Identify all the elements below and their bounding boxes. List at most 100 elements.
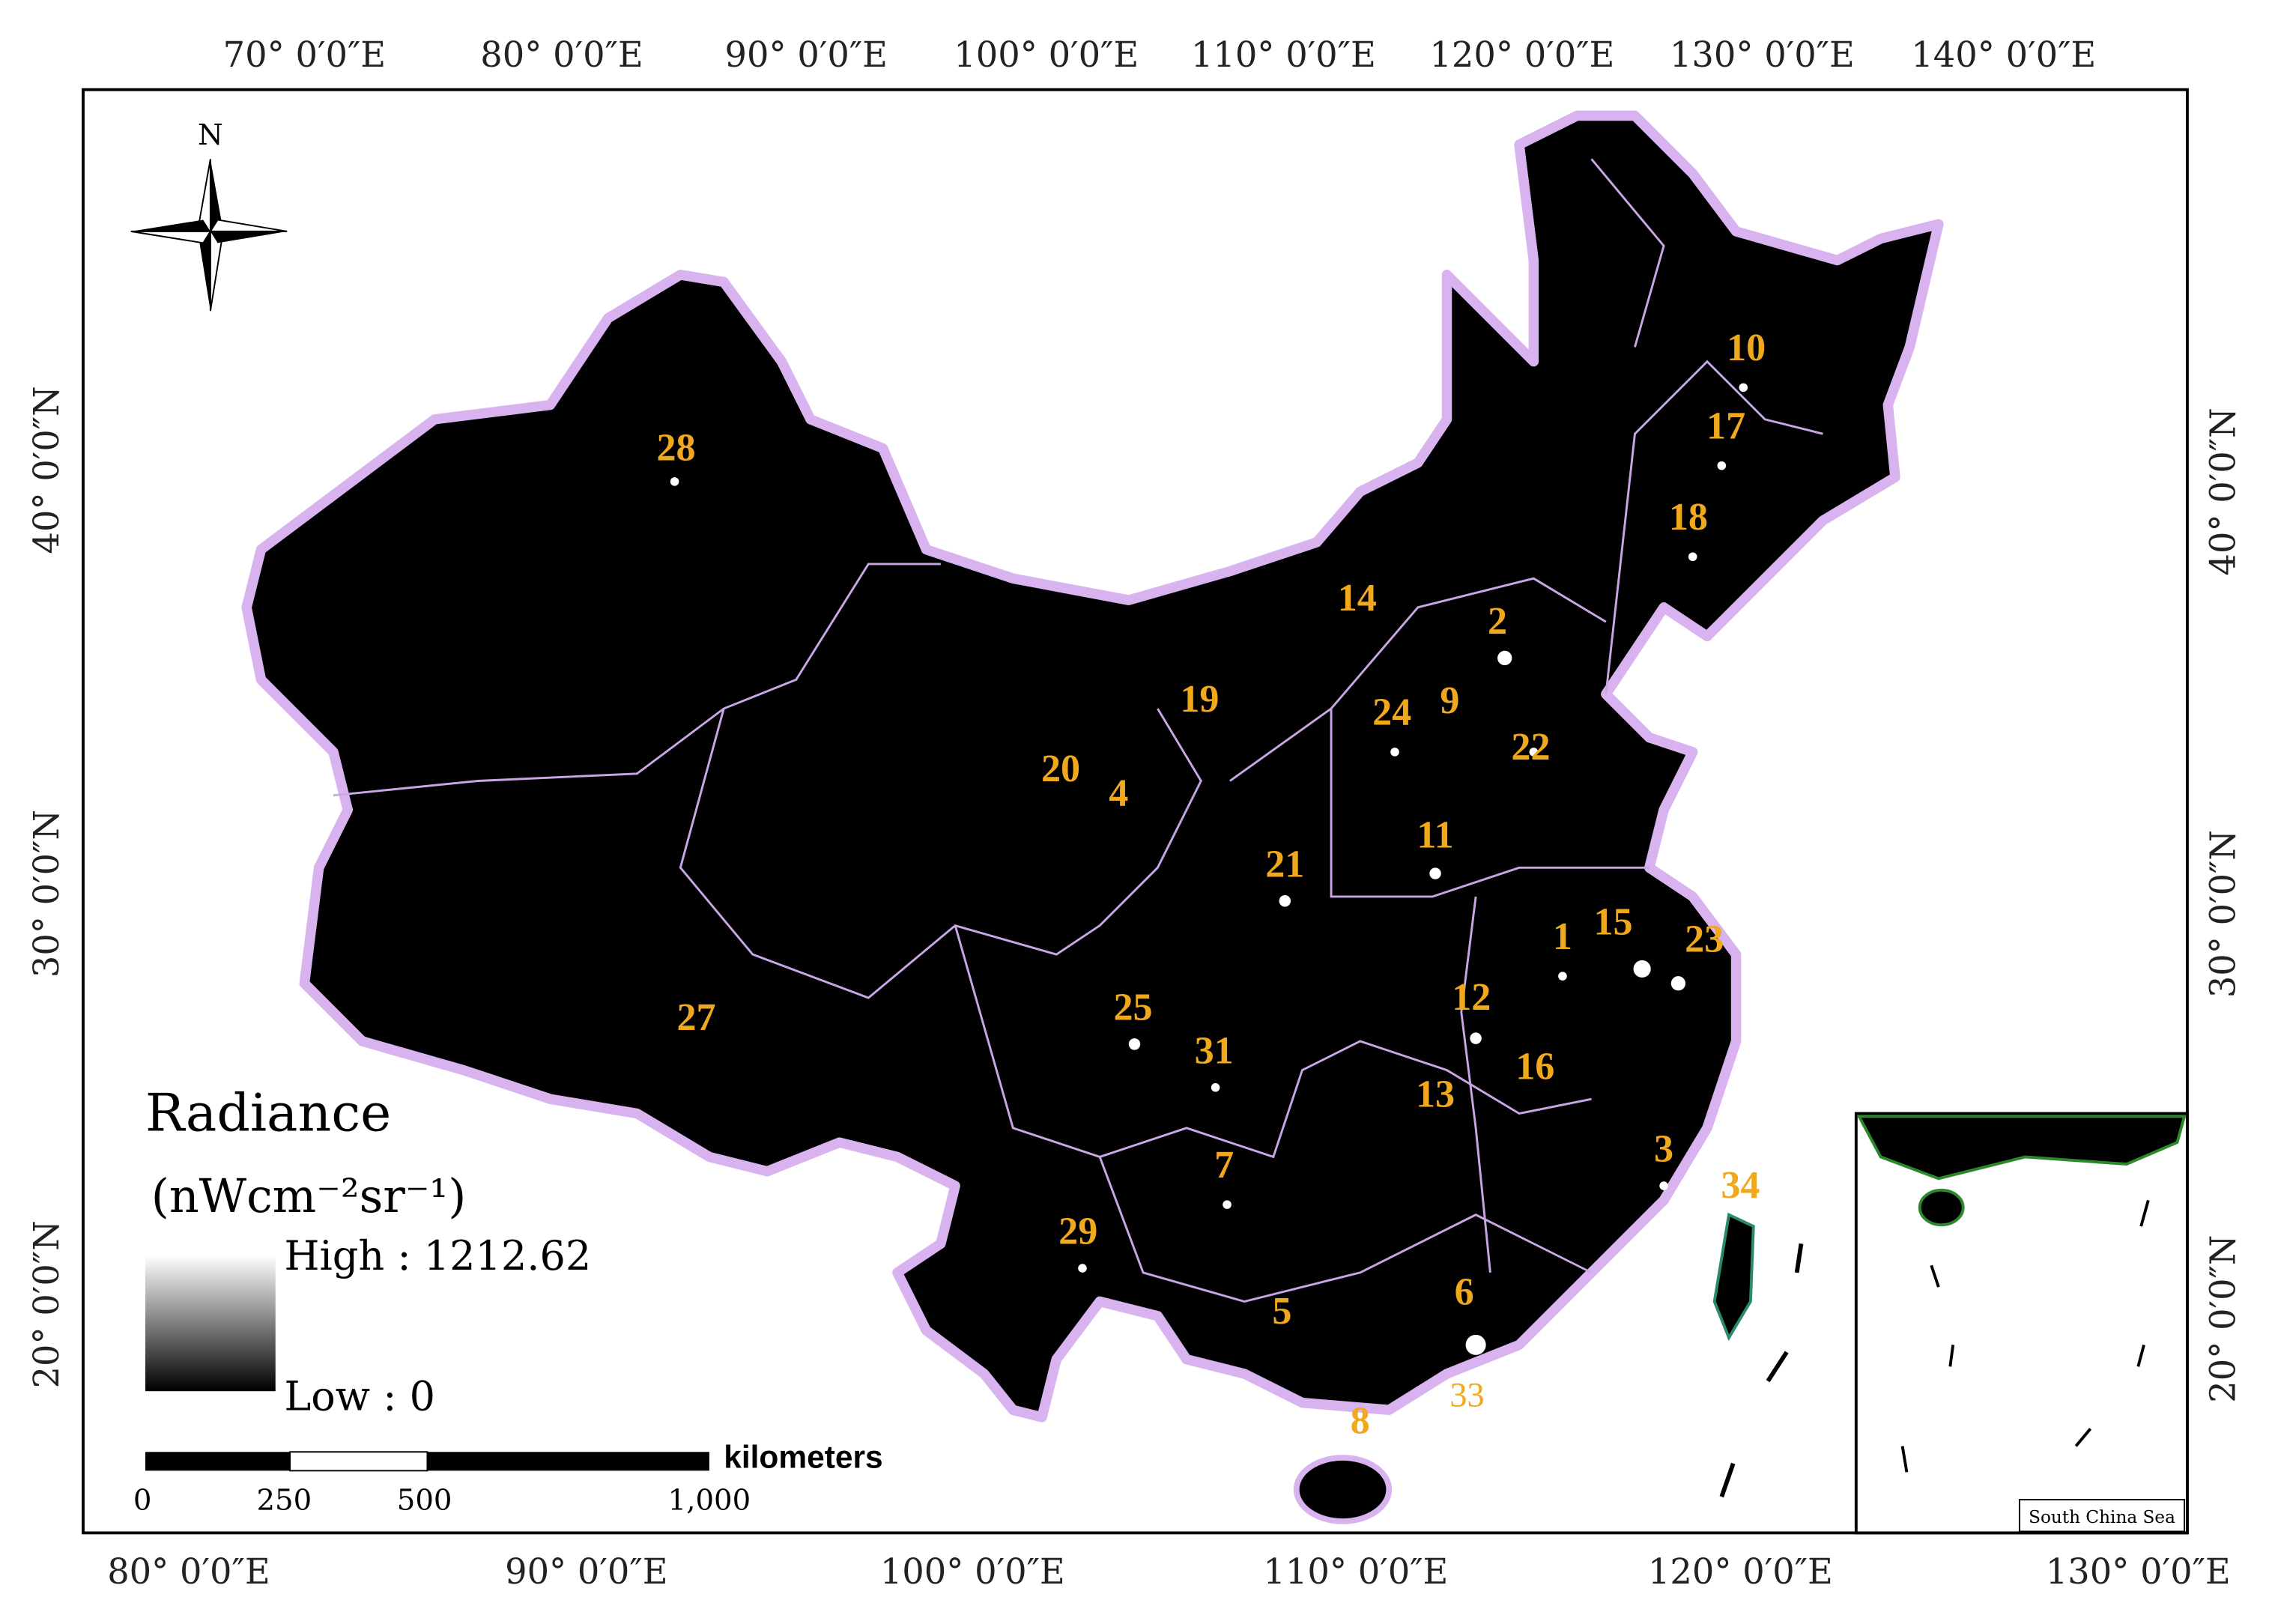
region-label: 18 bbox=[1669, 496, 1708, 539]
legend-ramp bbox=[145, 1255, 276, 1392]
scale-label: 250 bbox=[256, 1483, 312, 1517]
inset-land bbox=[1856, 1115, 2187, 1181]
region-label: 27 bbox=[676, 996, 715, 1039]
coord-label: 100° 0′0″E bbox=[954, 34, 1139, 75]
arrow-part bbox=[130, 219, 210, 231]
hainan bbox=[1293, 1455, 1393, 1524]
coord-label: 110° 0′0″E bbox=[1263, 1551, 1448, 1592]
coord-label: 130° 0′0″E bbox=[1670, 34, 1855, 75]
inset-label-box bbox=[2019, 1499, 2186, 1533]
light bbox=[1717, 461, 1727, 470]
light bbox=[1529, 748, 1539, 757]
region-label: 34 bbox=[1721, 1164, 1760, 1207]
city-lights bbox=[670, 383, 1748, 1355]
inset-dashes bbox=[1900, 1199, 2150, 1473]
light bbox=[1670, 976, 1686, 991]
dash bbox=[1900, 1446, 1909, 1473]
region-label: 10 bbox=[1727, 327, 1766, 369]
legend-low: Low : 0 bbox=[284, 1372, 435, 1420]
region-label: 4 bbox=[1109, 772, 1128, 815]
arrow-part bbox=[130, 230, 212, 244]
light bbox=[1390, 748, 1399, 757]
light bbox=[1688, 552, 1697, 562]
border bbox=[679, 708, 1202, 999]
light bbox=[1429, 867, 1441, 879]
coord-label: 70° 0′0″E bbox=[223, 34, 386, 75]
light bbox=[670, 477, 679, 486]
inset: South China Sea bbox=[1854, 1112, 2189, 1535]
coord-label: 40° 0′0″N bbox=[2203, 407, 2244, 575]
coord-label: 140° 0′0″E bbox=[1911, 34, 2096, 75]
arrow-part bbox=[210, 159, 222, 231]
light bbox=[1558, 972, 1567, 981]
coord-label: 40° 0′0″N bbox=[26, 386, 67, 554]
dash bbox=[1766, 1351, 1789, 1383]
region-label: 11 bbox=[1417, 814, 1453, 857]
inset-label: South China Sea bbox=[2029, 1508, 2175, 1527]
coord-label: 80° 0′0″E bbox=[107, 1551, 270, 1592]
dash bbox=[2136, 1344, 2145, 1367]
region-label: 2 bbox=[1488, 600, 1507, 643]
arrow-part bbox=[210, 231, 288, 243]
region-label: 8 bbox=[1351, 1400, 1370, 1443]
right-axis: 40° 0′0″N 30° 0′0″N 20° 0′0″N bbox=[2203, 407, 2244, 1402]
coord-label: 90° 0′0″E bbox=[725, 34, 888, 75]
light bbox=[1497, 650, 1512, 666]
region-label: 20 bbox=[1041, 748, 1080, 790]
region-label: 14 bbox=[1338, 577, 1377, 619]
region-label: 33 bbox=[1449, 1376, 1484, 1414]
region-label: 22 bbox=[1511, 726, 1550, 769]
light bbox=[1078, 1264, 1087, 1273]
scale-bar: kilometers 0 250 500 1,000 bbox=[133, 1440, 883, 1518]
light bbox=[1279, 895, 1291, 907]
dash bbox=[1948, 1345, 1955, 1367]
arrow-part bbox=[199, 231, 210, 312]
region-label: 31 bbox=[1195, 1029, 1234, 1072]
light bbox=[1659, 1181, 1668, 1190]
coord-label: 30° 0′0″N bbox=[26, 810, 67, 978]
light bbox=[1223, 1200, 1232, 1209]
coord-label: 20° 0′0″N bbox=[2203, 1235, 2244, 1403]
region-label: 28 bbox=[656, 426, 695, 469]
light bbox=[1470, 1032, 1482, 1044]
north-label: N bbox=[198, 118, 223, 152]
scale-segment bbox=[145, 1452, 291, 1471]
region-label: 1 bbox=[1553, 915, 1572, 958]
region-labels: 28 10 17 18 14 2 19 24 9 22 20 4 11 21 1… bbox=[656, 327, 1766, 1442]
border bbox=[1460, 896, 1491, 1273]
dash bbox=[2074, 1428, 2092, 1447]
dash bbox=[1930, 1264, 1940, 1288]
coord-label: 90° 0′0″E bbox=[505, 1551, 667, 1592]
north-arrow: N bbox=[130, 118, 288, 312]
border bbox=[954, 925, 1592, 1159]
scale-label: 1,000 bbox=[668, 1483, 751, 1517]
coord-label: 80° 0′0″E bbox=[480, 34, 643, 75]
left-axis: 40° 0′0″N 30° 0′0″N 20° 0′0″N bbox=[26, 386, 67, 1388]
china-land bbox=[241, 110, 1944, 1422]
region-label: 17 bbox=[1706, 405, 1745, 447]
scale-label: 500 bbox=[397, 1483, 452, 1517]
dash bbox=[1794, 1243, 1804, 1273]
region-label: 9 bbox=[1440, 679, 1459, 722]
dash bbox=[2139, 1199, 2150, 1227]
coord-label: 110° 0′0″E bbox=[1191, 34, 1376, 75]
region-label: 3 bbox=[1654, 1128, 1673, 1171]
border bbox=[1330, 708, 1650, 898]
region-label: 16 bbox=[1515, 1046, 1554, 1088]
border bbox=[1098, 1156, 1593, 1303]
border bbox=[1229, 577, 1607, 782]
light bbox=[1633, 960, 1651, 978]
region-label: 5 bbox=[1272, 1290, 1291, 1333]
legend-high: High : 1212.62 bbox=[284, 1232, 591, 1279]
scale-label: 0 bbox=[133, 1483, 152, 1517]
dash bbox=[1719, 1462, 1736, 1498]
light bbox=[1211, 1082, 1220, 1092]
coord-label: 30° 0′0″N bbox=[2203, 830, 2244, 998]
region-label: 23 bbox=[1685, 918, 1724, 961]
inset-frame bbox=[1854, 1112, 2189, 1535]
region-label: 25 bbox=[1114, 986, 1153, 1028]
region-label: 21 bbox=[1265, 843, 1304, 885]
bottom-axis: 80° 0′0″E 90° 0′0″E 100° 0′0″E 110° 0′0″… bbox=[107, 1551, 2231, 1592]
